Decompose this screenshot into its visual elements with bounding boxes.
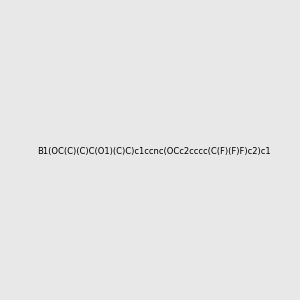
- Text: B1(OC(C)(C)C(O1)(C)C)c1ccnc(OCc2cccc(C(F)(F)F)c2)c1: B1(OC(C)(C)C(O1)(C)C)c1ccnc(OCc2cccc(C(F…: [37, 147, 271, 156]
